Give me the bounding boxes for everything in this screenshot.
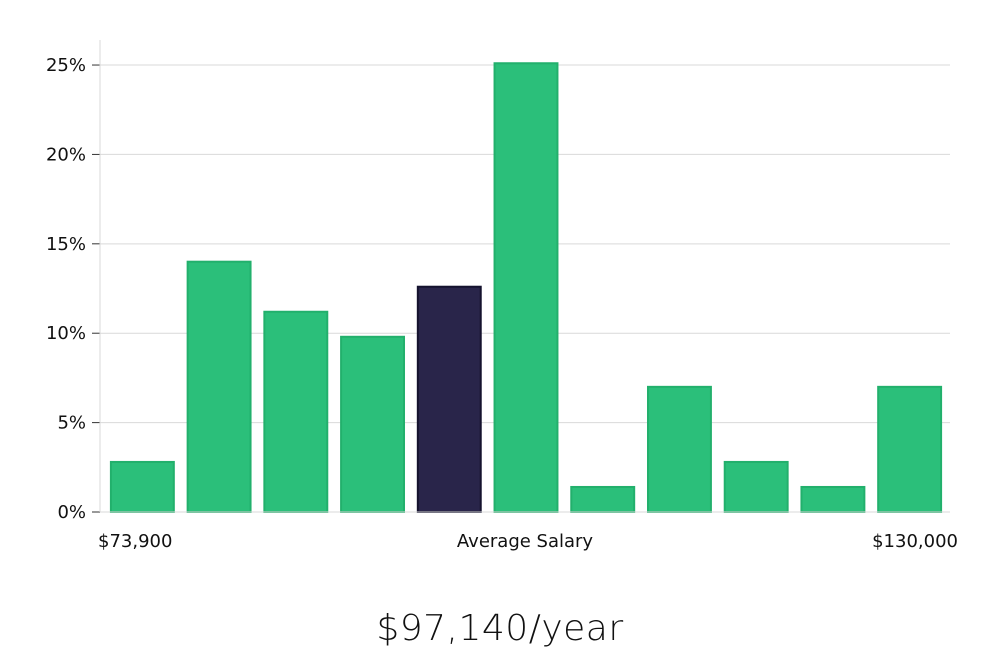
x-label-min: $73,900 (98, 531, 172, 552)
y-tick-label-15: 15% (46, 234, 86, 255)
bar-6 (493, 62, 559, 513)
bar-1 (109, 460, 175, 513)
bar-3 (263, 310, 329, 513)
bar-average-salary (416, 285, 482, 513)
bar-9 (723, 460, 789, 513)
x-label-average-salary: Average Salary (457, 531, 594, 552)
bar-7 (570, 485, 636, 513)
axes: 0% 5% 10% 15% 20% 25% (46, 40, 950, 523)
average-salary-headline: $97,140/year (376, 608, 624, 649)
bar-2 (186, 260, 252, 513)
labels: $73,900 Average Salary $130,000 (98, 531, 958, 552)
bar-10 (800, 485, 866, 513)
y-tick-label-5: 5% (57, 413, 86, 434)
y-tick-label-0: 0% (57, 502, 86, 523)
bars (109, 62, 943, 513)
bar-8 (646, 385, 712, 513)
y-tick-label-20: 20% (46, 144, 86, 165)
x-label-max: $130,000 (872, 531, 958, 552)
bar-4 (340, 335, 406, 513)
y-tick-label-25: 25% (46, 55, 86, 76)
bar-11 (877, 385, 943, 513)
y-tick-label-10: 10% (46, 323, 86, 344)
